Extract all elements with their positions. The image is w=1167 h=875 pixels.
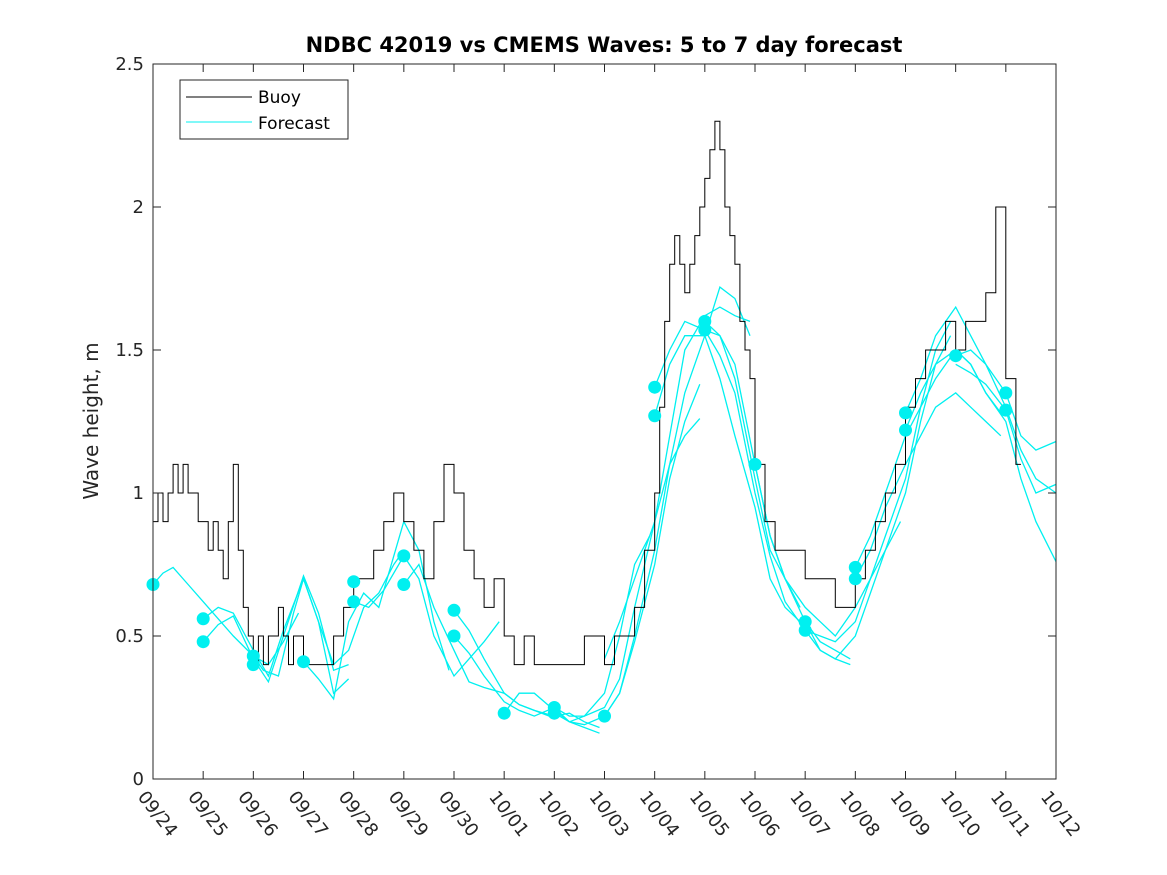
forecast-line-19: [754, 464, 902, 637]
forecast-line-24: [904, 305, 1056, 494]
forecast-start-marker: [347, 595, 361, 609]
chart-title: NDBC 42019 vs CMEMS Waves: 5 to 7 day fo…: [306, 33, 903, 57]
forecast-start-marker: [196, 612, 210, 626]
forecast-start-markers: [146, 314, 1013, 723]
forecast-line-9: [453, 635, 600, 734]
forecast-start-marker: [698, 323, 712, 337]
forecast-start-marker: [297, 655, 310, 669]
y-axis: 0 0.5 1 1.5 2 2.5: [115, 54, 1056, 790]
forecast-start-marker: [547, 706, 561, 720]
forecast-line-14: [603, 286, 751, 717]
forecast-start-marker: [949, 349, 963, 363]
y-axis-label: Wave height, m: [79, 342, 103, 499]
forecast-line-2: [202, 576, 350, 695]
forecast-line-15: [654, 320, 801, 608]
forecast-start-marker: [999, 386, 1013, 400]
forecast-start-marker: [397, 549, 411, 563]
forecast-start-marker: [447, 603, 461, 617]
y-tick-label: 2.5: [115, 54, 144, 75]
forecast-line-8: [453, 609, 600, 729]
y-tick-label: 2: [133, 197, 144, 218]
forecast-line-6: [353, 554, 500, 678]
forecast-start-marker: [598, 709, 611, 723]
forecast-line-23: [854, 392, 1002, 580]
forecast-start-marker: [798, 623, 812, 637]
forecast-line-1: [153, 566, 300, 666]
legend: Buoy Forecast: [179, 79, 349, 140]
forecast-start-marker: [648, 380, 662, 394]
forecast-line-13: [603, 306, 751, 660]
forecast-start-marker: [899, 406, 912, 420]
forecast-line-4: [252, 549, 405, 677]
y-tick-label: 0: [133, 769, 144, 790]
forecast-start-marker: [999, 403, 1013, 417]
forecast-line-12: [553, 384, 701, 726]
legend-buoy-label: Buoy: [258, 88, 301, 108]
series-layer: [153, 120, 1056, 734]
forecast-start-marker: [447, 629, 461, 643]
y-tick-label: 1.5: [115, 340, 144, 361]
forecast-start-marker: [196, 635, 210, 649]
buoy-line: [153, 120, 1021, 666]
y-tick-label: 0.5: [115, 626, 144, 647]
y-tick-label: 1: [133, 483, 144, 504]
forecast-start-marker: [748, 457, 762, 471]
legend-forecast-label: Forecast: [258, 114, 330, 134]
forecast-start-marker: [347, 575, 361, 589]
legend-box: [179, 79, 349, 140]
forecast-start-marker: [848, 560, 862, 574]
forecast-start-marker: [246, 658, 260, 672]
forecast-start-marker: [397, 578, 411, 591]
forecast-start-marker: [848, 572, 862, 586]
forecast-start-marker: [899, 423, 912, 437]
forecast-line-16: [654, 335, 801, 623]
forecast-start-marker: [648, 409, 662, 423]
forecast-start-marker: [497, 706, 511, 720]
